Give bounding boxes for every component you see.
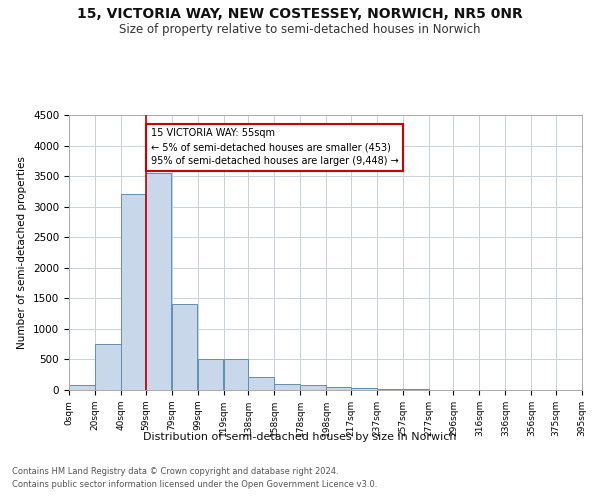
Text: 15 VICTORIA WAY: 55sqm
← 5% of semi-detached houses are smaller (453)
95% of sem: 15 VICTORIA WAY: 55sqm ← 5% of semi-deta…	[151, 128, 398, 166]
Bar	[172, 304, 197, 390]
Bar	[351, 388, 377, 390]
Text: Distribution of semi-detached houses by size in Norwich: Distribution of semi-detached houses by …	[143, 432, 457, 442]
Bar	[198, 360, 223, 390]
Bar	[377, 389, 403, 390]
Text: Contains HM Land Registry data © Crown copyright and database right 2024.: Contains HM Land Registry data © Crown c…	[12, 468, 338, 476]
Bar	[69, 385, 95, 390]
Bar	[95, 344, 121, 390]
Bar	[146, 173, 172, 390]
Bar	[248, 377, 274, 390]
Text: Size of property relative to semi-detached houses in Norwich: Size of property relative to semi-detach…	[119, 22, 481, 36]
Bar	[301, 385, 326, 390]
Bar	[224, 360, 248, 390]
Text: 15, VICTORIA WAY, NEW COSTESSEY, NORWICH, NR5 0NR: 15, VICTORIA WAY, NEW COSTESSEY, NORWICH…	[77, 8, 523, 22]
Bar	[121, 194, 145, 390]
Bar	[326, 386, 350, 390]
Text: Contains public sector information licensed under the Open Government Licence v3: Contains public sector information licen…	[12, 480, 377, 489]
Bar	[274, 384, 300, 390]
Y-axis label: Number of semi-detached properties: Number of semi-detached properties	[17, 156, 28, 349]
